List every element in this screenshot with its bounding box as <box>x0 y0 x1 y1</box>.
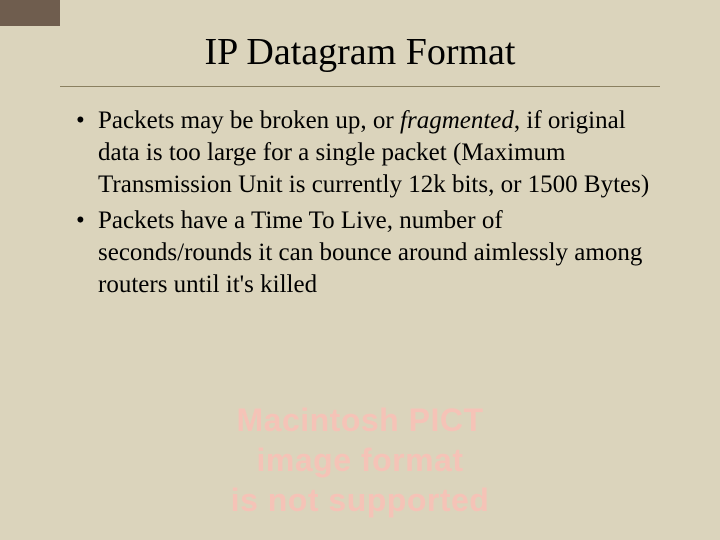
bullet-item: Packets may be broken up, or fragmented,… <box>98 105 650 201</box>
pict-line: Macintosh PICT <box>80 400 640 440</box>
bullet-text-pre: Packets may be broken up, or <box>98 107 400 134</box>
pict-line: image format <box>80 440 640 480</box>
slide-title: IP Datagram Format <box>0 0 720 86</box>
pict-line: is not supported <box>80 480 640 520</box>
bullet-item: Packets have a Time To Live, number of s… <box>98 205 650 301</box>
pict-placeholder: Macintosh PICT image format is not suppo… <box>80 400 640 520</box>
corner-accent <box>0 0 60 26</box>
slide-content: Packets may be broken up, or fragmented,… <box>0 105 720 301</box>
bullet-text: Packets have a Time To Live, number of s… <box>98 207 642 298</box>
title-divider <box>60 86 660 87</box>
bullet-text-emph: fragmented <box>400 107 514 134</box>
bullet-list: Packets may be broken up, or fragmented,… <box>98 105 650 301</box>
